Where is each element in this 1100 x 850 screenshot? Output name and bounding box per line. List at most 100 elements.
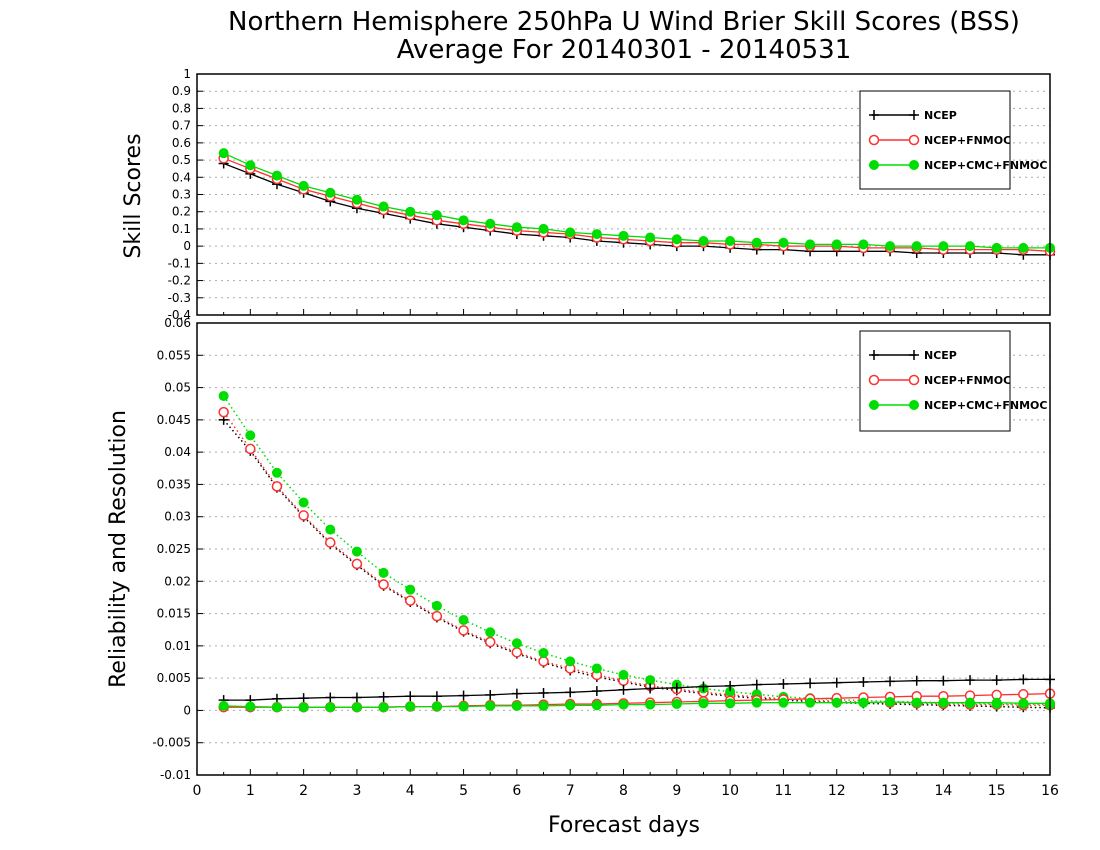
series-ncep-dotted [218, 414, 1055, 713]
xtick-label: 9 [672, 783, 681, 799]
xtick-label: 16 [1041, 783, 1059, 799]
xtick-label: 2 [299, 783, 308, 799]
xtick-label: 4 [406, 783, 415, 799]
ytick-label: 0.1 [172, 222, 191, 236]
data-point [645, 232, 656, 243]
data-point [271, 467, 282, 478]
ytick-label: -0.005 [152, 736, 191, 750]
data-point [218, 700, 229, 711]
data-point [325, 702, 336, 713]
ytick-label: 0.045 [157, 413, 191, 427]
data-point [431, 701, 442, 712]
y-axis-label-skill-scores: Skill Scores [121, 133, 146, 258]
data-point [218, 406, 229, 418]
legend-entry-label: NCEP+CMC+FNMOC [924, 159, 1047, 172]
data-point [298, 180, 309, 191]
data-point [538, 223, 549, 234]
data-point [645, 699, 656, 710]
chart-title-line1: Northern Hemisphere 250hPa U Wind Brier … [228, 7, 1020, 37]
data-point [991, 697, 1002, 708]
legend-marker-start [869, 160, 879, 170]
data-point [965, 241, 976, 252]
data-point [538, 656, 549, 667]
data-point [805, 239, 816, 250]
data-point [351, 702, 362, 713]
data-point [458, 215, 469, 226]
data-point [565, 656, 576, 667]
data-point [671, 234, 682, 245]
data-point [458, 701, 469, 712]
data-point [431, 600, 442, 611]
ytick-label: 0.9 [172, 84, 191, 98]
legend-marker-start [869, 400, 879, 410]
data-point [218, 390, 229, 401]
data-point [298, 510, 309, 521]
legend-marker-end [908, 374, 920, 386]
skill-scores-panel: -0.4 -0.3 -0.2 -0.1 0 0.1 0.2 0.3 0.4 0.5 0.6 0.7 0.… [168, 67, 1056, 322]
legend-marker-end [909, 160, 919, 170]
data-point [431, 210, 442, 221]
reliability-resolution-panel: -0.01 -0.005 0 0.005 0.01 0.015 0.02 0.025 0.03 0… [152, 316, 1059, 799]
data-point [751, 697, 762, 708]
series-line [223, 395, 1051, 706]
xtick-label: 15 [988, 783, 1006, 799]
data-point [484, 636, 496, 648]
ytick-label: 0.4 [172, 170, 191, 184]
xtick-label: 11 [775, 783, 793, 799]
legend: NCEP NCEP+FNMOC NCEP+CMC+FNMOC [859, 330, 1047, 432]
data-point [538, 647, 549, 658]
data-point [885, 241, 896, 252]
data-point [751, 237, 762, 248]
series-line [223, 419, 1051, 709]
ytick-label: 0.025 [157, 542, 191, 556]
ytick-label: 0.8 [172, 101, 191, 115]
xtick-label: 6 [512, 783, 521, 799]
data-point [218, 148, 229, 159]
data-point [991, 242, 1002, 253]
data-point [911, 241, 922, 252]
plot-frame [196, 73, 1051, 316]
ytick-label: -0.1 [168, 256, 191, 270]
chart-title-line2: Average For 20140301 - 20140531 [397, 35, 852, 65]
data-point [1018, 698, 1029, 709]
data-point [351, 194, 362, 205]
legend-entry-label: NCEP+FNMOC [924, 134, 1011, 147]
series-ncep-cmc-fnmoc [218, 697, 1055, 713]
xtick-label: 1 [246, 783, 255, 799]
series-ncep-fnmoc-dotted [218, 406, 1056, 711]
ytick-label: 0.3 [172, 188, 191, 202]
data-point [325, 524, 336, 535]
xtick-label: 5 [459, 783, 468, 799]
legend-entry-label: NCEP+FNMOC [924, 374, 1011, 387]
data-point [405, 701, 416, 712]
series-line [223, 678, 1050, 701]
data-point [485, 218, 496, 229]
data-point [511, 222, 522, 233]
xtick-label: 0 [193, 783, 202, 799]
series-ncep-cmc-fnmoc [218, 148, 1055, 253]
series-ncep-cmc-fnmoc-dotted [218, 390, 1055, 710]
legend-entry-label: NCEP+CMC+FNMOC [924, 399, 1047, 412]
data-point [831, 239, 842, 250]
data-point [698, 698, 709, 709]
series-ncep [218, 674, 1055, 706]
data-point [965, 697, 976, 708]
data-point [298, 702, 309, 713]
data-point [271, 481, 283, 492]
data-point [1018, 689, 1029, 700]
xtick-label: 10 [721, 783, 739, 799]
legend-marker-start [868, 374, 880, 386]
ytick-label: 0.06 [164, 316, 191, 330]
data-point [671, 698, 682, 709]
data-point [511, 647, 523, 658]
data-point [458, 625, 469, 636]
ytick-label: 0.01 [164, 639, 191, 653]
data-point [271, 702, 282, 713]
legend-box [859, 330, 1011, 432]
data-point [1018, 242, 1029, 253]
data-point [351, 546, 362, 557]
data-point [271, 170, 282, 181]
data-point [351, 558, 363, 570]
data-point [538, 700, 549, 711]
xtick-label: 14 [934, 783, 952, 799]
